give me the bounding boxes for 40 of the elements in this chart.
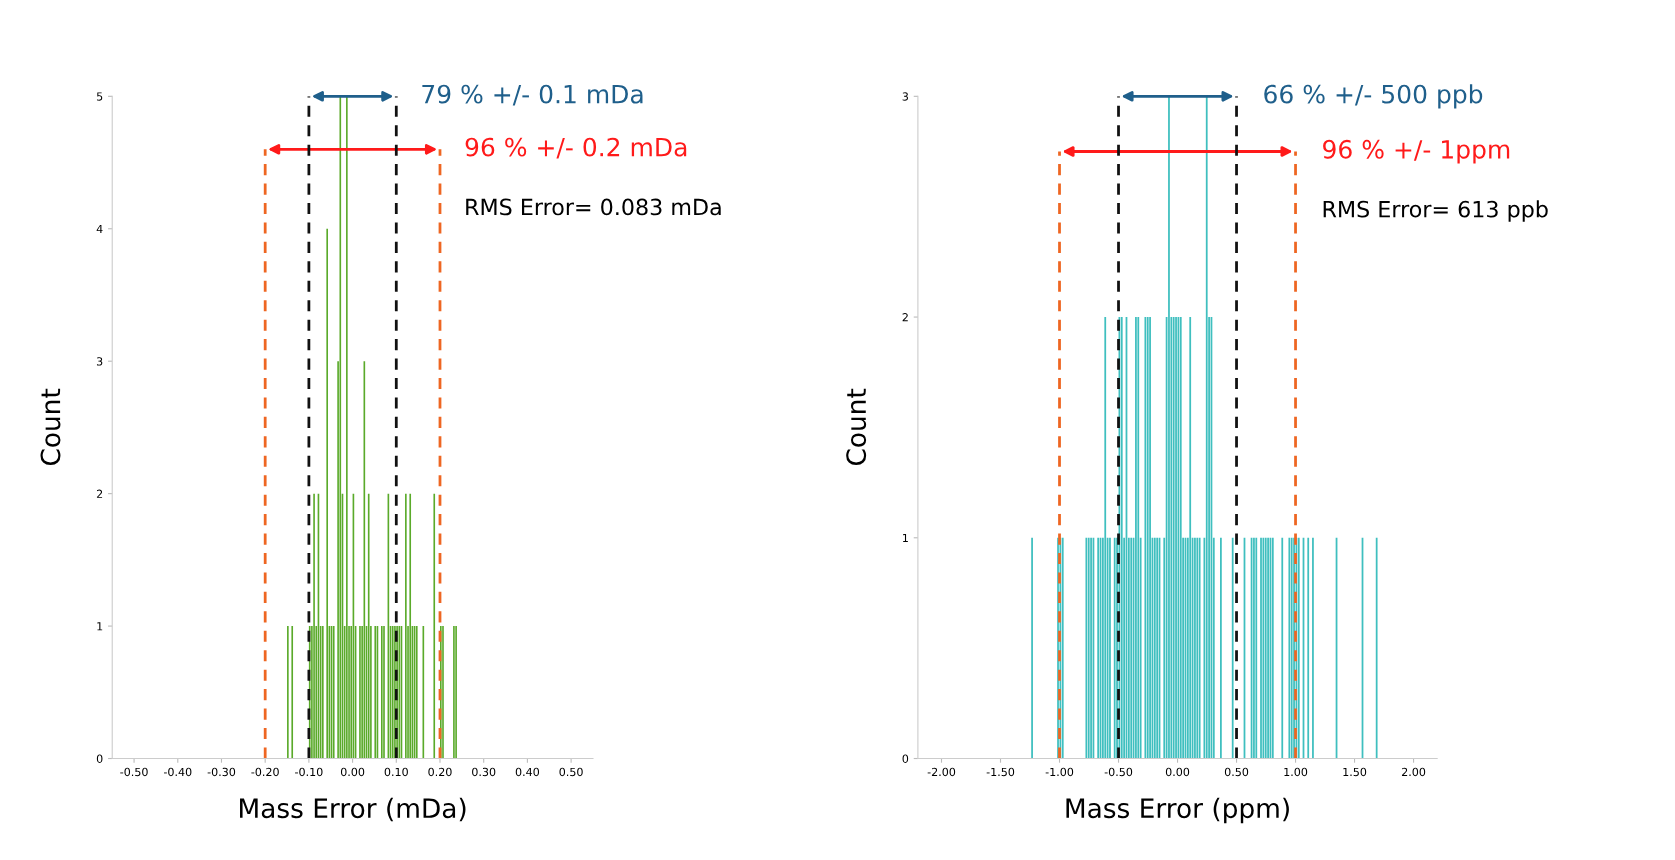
x-tick-label: -0.50 — [1104, 767, 1133, 777]
x-tick-label: 0.50 — [559, 767, 583, 777]
annotation: 96 % +/- 1ppm — [1323, 139, 1510, 164]
x-tick-label: 2.00 — [1401, 767, 1426, 777]
y-tick-label: 4 — [96, 224, 103, 233]
x-tick-label: 1.50 — [1343, 767, 1367, 777]
x-tick-label: 0.10 — [384, 767, 408, 777]
annotation: RMS Error= 0.083 mDa — [466, 198, 721, 216]
x-tick-label: -0.10 — [295, 767, 323, 777]
x-tick-label: 1.00 — [1284, 767, 1308, 777]
x-tick-label: -0.30 — [207, 767, 236, 777]
x-tick-label: 0.00 — [1165, 767, 1190, 777]
x-tick-label: -2.00 — [927, 767, 956, 777]
y-tick-label: 1 — [97, 622, 103, 631]
annotation: 96 % +/- 0.2 mDa — [465, 137, 687, 159]
y-tick-label: 3 — [902, 92, 908, 101]
annotation: RMS Error= 613 ppb — [1323, 200, 1548, 222]
x-tick-label: -0.40 — [163, 767, 192, 777]
y-tick-label: 1 — [903, 533, 908, 543]
x-tick-label: 0.00 — [340, 767, 365, 777]
x-axis-title: Mass Error (ppm) — [1066, 797, 1289, 824]
y-tick-label: 2 — [96, 489, 103, 498]
y-tick-label: 2 — [902, 313, 908, 322]
x-tick-label: -1.00 — [1045, 767, 1074, 777]
y-tick-label: 3 — [96, 357, 103, 366]
x-tick-label: 0.50 — [1224, 767, 1249, 777]
x-tick-label: -0.20 — [251, 767, 279, 777]
x-tick-label: 0.20 — [428, 767, 452, 777]
x-tick-label: -0.50 — [120, 767, 148, 777]
x-tick-label: 0.30 — [472, 767, 496, 777]
y-axis-title: Count — [40, 388, 61, 466]
y-tick-label: 0 — [902, 754, 909, 763]
y-axis-title: Count — [846, 388, 867, 466]
annotation: 79 % +/- 0.1 mDa — [422, 84, 643, 106]
annotation: 66 % +/- 500 ppb — [1264, 84, 1483, 109]
x-tick-label: 0.40 — [515, 767, 540, 777]
x-axis-title: Mass Error (mDa) — [240, 797, 466, 822]
y-tick-label: 5 — [96, 92, 103, 101]
y-tick-label: 0 — [96, 754, 103, 763]
x-tick-label: -1.50 — [986, 767, 1015, 777]
